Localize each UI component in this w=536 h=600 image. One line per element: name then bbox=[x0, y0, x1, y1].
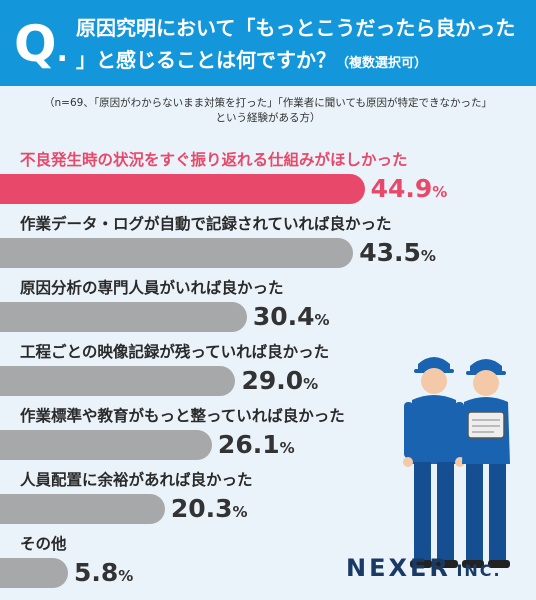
bar bbox=[0, 558, 68, 588]
bar bbox=[0, 174, 365, 204]
sample-note-line1: （n=69、「原因がわからないまま対策を打った」「作業者に聞いても原因が特定でき… bbox=[44, 97, 492, 109]
value-label: 20.3% bbox=[170, 494, 248, 523]
category-label: 作業標準や教育がもっと整っていれば良かった bbox=[20, 407, 345, 425]
value-label: 30.4% bbox=[252, 302, 330, 331]
question-text-line1: 原因究明において「もっとこうだったら良かった bbox=[76, 16, 516, 40]
question-header: Q. 原因究明において「もっとこうだったら良かった 」と感じることは何ですか？（… bbox=[0, 0, 536, 86]
sample-note: （n=69、「原因がわからないまま対策を打った」「作業者に聞いても原因が特定でき… bbox=[0, 96, 536, 126]
category-label: 原因分析の専門人員がいれば良かった bbox=[20, 279, 284, 297]
category-label: 作業データ・ログが自動で記録されていれば良かった bbox=[20, 215, 392, 233]
workers-illustration bbox=[403, 357, 510, 568]
category-label: 人員配置に余裕があれば良かった bbox=[20, 471, 253, 489]
value-label: 26.1% bbox=[217, 430, 295, 459]
bar bbox=[0, 494, 165, 524]
company-logo: NEXER INC. bbox=[346, 554, 502, 582]
bar bbox=[0, 238, 354, 268]
worker-right-icon bbox=[462, 359, 510, 568]
bar bbox=[0, 302, 247, 332]
bar bbox=[0, 366, 236, 396]
value-label: 44.9% bbox=[370, 174, 448, 203]
question-mark: Q. bbox=[14, 15, 68, 73]
category-label: その他 bbox=[20, 535, 67, 553]
value-label: 5.8% bbox=[74, 558, 134, 587]
sample-note-line2: という経験がある方） bbox=[215, 112, 321, 124]
value-label: 43.5% bbox=[359, 238, 436, 267]
value-label: 29.0% bbox=[241, 366, 319, 395]
category-label: 工程ごとの映像記録が残っていれば良かった bbox=[20, 343, 330, 361]
question-note: （複数選択可） bbox=[336, 56, 428, 71]
bar bbox=[0, 430, 212, 460]
category-label: 不良発生時の状況をすぐ振り返れる仕組みがほしかった bbox=[20, 151, 408, 169]
question-text-line2: 」と感じることは何ですか？（複数選択可） bbox=[76, 48, 428, 72]
worker-left-icon bbox=[403, 357, 465, 568]
